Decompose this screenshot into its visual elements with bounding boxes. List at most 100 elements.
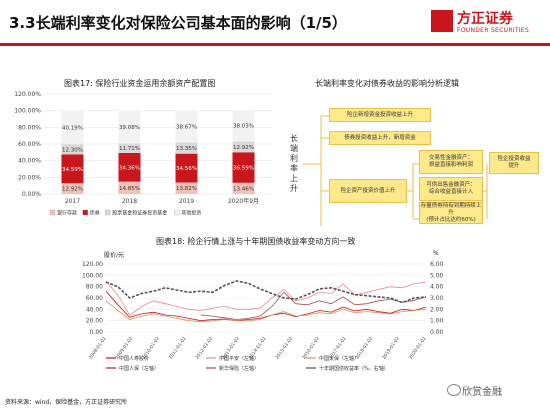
fig18-panel: 图表18: 险企行情上涨与十年期国债收益率变动方向一致 股价/元 % 0.00 2…: [6, 230, 544, 382]
logic-box-4-line1: 交易性金融资产：: [428, 155, 473, 161]
fig17-data-label: 39.08%: [119, 125, 140, 131]
fig17-bar-segment: [118, 143, 141, 153]
fig18-series-line: [105, 300, 427, 323]
fig18-xtick: 2011-01-02: [168, 336, 188, 361]
fig17-panel: 图表17: 保险行业资金运用余额资产配置图 0.00% 20.00% 40.00% 6…: [6, 74, 280, 226]
fig18-xtick: 2015-01-02: [274, 336, 294, 361]
fig17-data-label: 12.92%: [233, 145, 254, 151]
fig17-bar-segment: [175, 182, 198, 194]
fig17-data-label: 13.35%: [176, 146, 197, 152]
fig17-data-label: 13.46%: [233, 186, 254, 192]
fig18-right-unit: %: [433, 250, 439, 257]
fig17-bar-segment: [175, 110, 198, 143]
logic-box-7-line1: 险企投资收益: [497, 156, 531, 162]
fig18-series-line: [200, 291, 427, 320]
logic-box-6-line1: 存量债券持有到期持续上升: [420, 202, 482, 216]
logic-box-2: 债券投资收益上升，新增资金: [329, 131, 431, 145]
fig18-series-line: [105, 290, 427, 322]
fig17-bar-segment: [61, 144, 84, 155]
logic-box-5-line1: 可供出售金融资产：: [426, 182, 476, 188]
header-divider: [0, 43, 550, 46]
fig17-ytick: 80.00%: [18, 124, 41, 131]
fig18-legend-label: 新华保险（左轴）: [219, 365, 259, 372]
fig17-data-label: 36.59%: [233, 166, 254, 172]
fig18-yleft-tick: 40.00: [86, 306, 103, 313]
fig17-ytick: 100.00%: [14, 108, 41, 115]
fig18-yright-tick: 5.00: [430, 272, 444, 279]
fig18-legend-label: 中国人保（左轴）: [119, 365, 159, 372]
fig17-bar-segment: [61, 183, 84, 194]
fig18-xtick: 2012-01-02: [194, 336, 214, 361]
fig18-chart: 0.00 20.00 40.00 60.00 80.00 100.00 120.00 0.00…: [82, 261, 444, 372]
fig18-yleft-tick: 120.00: [82, 261, 103, 268]
fig18-legend-label: 中国太保（左轴）: [319, 355, 359, 362]
fig17-bar-segment: [118, 152, 141, 182]
header: 3.3长端利率变化对保险公司基本面的影响（1/5） 方正证券 FOUNDER S…: [0, 0, 550, 44]
fig17-data-label: 13.82%: [176, 186, 197, 192]
fig17-xtick: 2020年9月: [228, 197, 259, 205]
fig17-legend-swatch: [174, 209, 180, 216]
fig17-legend-label: 股票基金和证券投资基金: [112, 210, 167, 217]
logic-box-4: 交易性金融资产： 损益直接影响利润: [419, 150, 483, 174]
fig17-ytick: 40.00%: [18, 158, 41, 165]
fig17-bar-segment: [232, 141, 255, 153]
fig17-chart: 0.00% 20.00% 40.00% 60.00% 80.00% 100.00% 120.…: [14, 91, 272, 217]
wechat-icon: [447, 384, 461, 396]
logic-box-6: 存量债券持有到期持续上升 (预计占比达约60%): [419, 202, 483, 224]
logic-box-7-line2: 提升: [508, 163, 520, 169]
fig18-legend-label: 中国人寿股价: [119, 355, 149, 362]
fig17-legend-swatch: [105, 209, 111, 216]
fig18-legend-label: 十年期国债收益率（%，右轴）: [319, 365, 389, 372]
fig17-bar-segment: [118, 181, 141, 194]
fig17-data-label: 12.30%: [62, 147, 83, 153]
fig18-yright-tick: 3.00: [430, 295, 444, 302]
fig17-xtick: 2017: [65, 198, 80, 205]
fig17-bar-segment: [175, 142, 198, 154]
fig18-yright-tick: 0.00: [430, 329, 444, 336]
fig17-data-label: 34.56%: [176, 166, 197, 172]
logo-mark-icon: [431, 10, 453, 32]
fig17-legend-swatch: [49, 209, 56, 216]
fig17-data-label: 12.92%: [62, 187, 83, 193]
logic-connectors: [303, 115, 488, 226]
fig18-yright-tick: 1.00: [430, 318, 444, 325]
fig17-legend-label: 银行存款: [57, 210, 77, 217]
page-title: 3.3长端利率变化对保险公司基本面的影响（1/5）: [9, 14, 347, 32]
fig17-legend-swatch: [82, 209, 88, 216]
logo-text: 方正证券: [457, 11, 513, 27]
fig18-series-line: [105, 280, 427, 316]
fig17-bar-segment: [61, 110, 84, 145]
logic-box-7: 险企投资收益 提升: [489, 152, 539, 174]
logic-panel: 长端利率变化对债券收益的影响分析逻辑 长端利率上升 险企新增资金投资收益上升 债…: [287, 74, 545, 226]
fig18-left-unit: 股价/元: [104, 252, 125, 259]
fig18-legend-label: 中国平安（左轴）: [219, 355, 259, 362]
fig17-ytick: 0.00%: [22, 191, 41, 198]
fig17-bar-segment: [61, 154, 84, 184]
fig17-bar-segment: [175, 153, 198, 183]
fig18-yleft-tick: 20.00: [86, 318, 103, 325]
fig18-yright-tick: 4.00: [430, 284, 444, 291]
fig17-bar-segment: [232, 152, 255, 183]
logic-box-3: 险企资产投资价值上升: [329, 179, 407, 203]
fig18-yleft-tick: 80.00: [86, 284, 103, 291]
watermark: 欣赏金融: [462, 387, 502, 398]
fig17-data-label: 40.19%: [62, 125, 83, 131]
fig18-yright-tick: 6.00: [430, 261, 444, 268]
source-note: 资料来源：wind，保险基金，方正证券研究所: [5, 399, 128, 406]
fig17-data-label: 11.71%: [119, 146, 140, 152]
logic-left-label: 长端利率上升: [290, 134, 298, 193]
fig18-xtick: 2019-01-02: [381, 336, 401, 361]
fig17-ytick: 20.00%: [18, 174, 41, 181]
fig17-xtick: 2018: [122, 198, 137, 205]
fig17-data-label: 34.36%: [119, 165, 140, 171]
fig17-bar-segment: [232, 109, 255, 142]
logo-subtext: FOUNDER SECURITIES: [457, 27, 530, 34]
fig17-data-label: 34.59%: [62, 167, 83, 173]
fig18-yleft-tick: 60.00: [86, 295, 103, 302]
brand-logo: 方正证券 FOUNDER SECURITIES: [431, 6, 543, 38]
fig18-series-line: [105, 280, 427, 304]
fig17-caption: 图表17: 保险行业资金运用余额资产配置图: [64, 79, 216, 88]
fig18-xtick: 2020-01-02: [408, 336, 428, 361]
logic-box-1: 险企新增资金投资收益上升: [329, 108, 431, 122]
logic-box-5: 可供出售金融资产： 综合收益直接计入: [419, 177, 483, 201]
